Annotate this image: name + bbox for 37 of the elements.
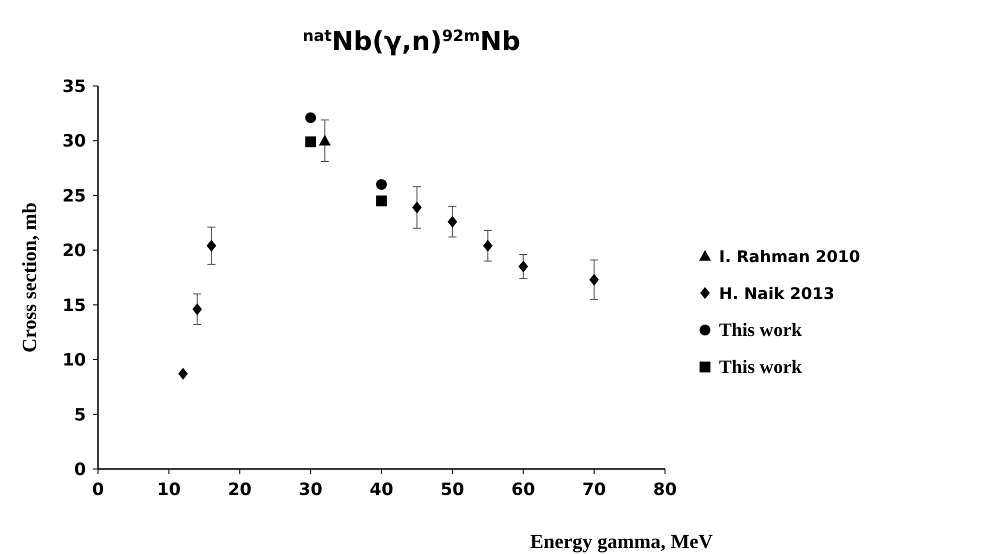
point [412, 201, 422, 214]
x-tick-label: 10 [157, 480, 181, 500]
x-tick-label: 0 [92, 480, 104, 500]
point [192, 303, 202, 316]
y-tick-label: 35 [62, 77, 86, 97]
y-axis-title: Cross section, mb [19, 202, 41, 353]
point [206, 240, 216, 252]
x-tick-label: 30 [298, 480, 323, 500]
point [483, 240, 493, 252]
point [376, 196, 387, 206]
point [305, 112, 316, 124]
y-tick-label: 0 [74, 460, 86, 480]
x-tick-label: 80 [653, 480, 677, 500]
point [518, 260, 528, 273]
point [178, 368, 188, 380]
point [376, 179, 387, 190]
y-tick-label: 20 [62, 241, 86, 262]
x-tick-label: 20 [228, 480, 252, 500]
y-tick-label: 15 [62, 296, 86, 316]
point [305, 136, 316, 148]
legend-label: This work [719, 320, 802, 341]
y-tick-label: 25 [62, 186, 86, 206]
point [318, 134, 331, 146]
x-tick-label: 70 [582, 480, 606, 500]
legend-label: This work [719, 357, 802, 378]
legend-label: I. Rahman 2010 [719, 247, 860, 266]
point [448, 216, 458, 228]
y-tick-label: 5 [74, 405, 86, 426]
y-tick-label: 30 [62, 132, 86, 152]
y-tick-label: 10 [62, 350, 86, 371]
legend-label: H. Naik 2013 [719, 284, 834, 303]
point [589, 274, 599, 286]
x-axis-title: Energy gamma, MeV [530, 531, 714, 553]
x-tick-label: 40 [370, 480, 394, 500]
x-tick-label: 60 [511, 480, 536, 500]
x-tick-label: 50 [440, 480, 464, 500]
chart-title: $^{nat}$Nb(γ,n)$^{92m}$Nb [302, 27, 520, 57]
